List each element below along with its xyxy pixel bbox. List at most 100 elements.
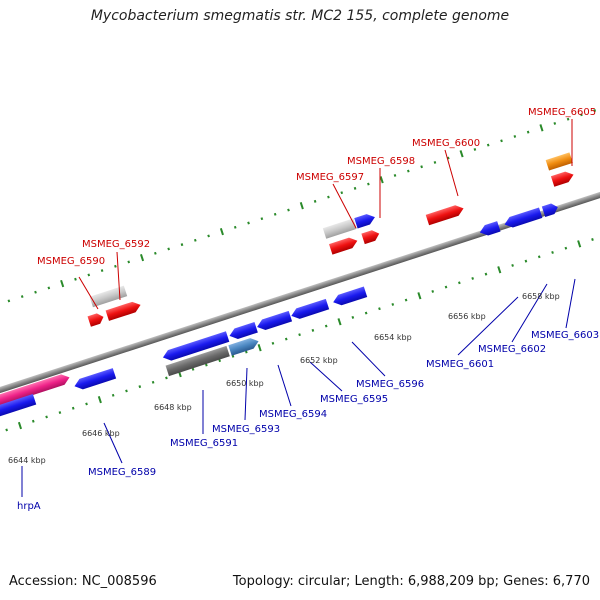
minor-tick [34,290,37,294]
minor-tick [7,299,11,303]
major-tick [417,292,422,300]
map-title: Mycobacterium smegmatis str. MC2 155, co… [90,8,510,24]
minor-tick [313,199,317,203]
gene-label: MSMEG_6598 [347,156,415,167]
minor-tick [446,156,450,160]
scale-label: 6648 kbp [154,403,192,412]
gene-block [89,285,128,308]
gene-label: MSMEG_6589 [88,467,156,478]
minor-tick [45,415,48,419]
gene-arrow [162,331,230,361]
minor-tick [553,122,557,125]
gene-feature [354,214,375,229]
gene-label: MSMEG_6600 [412,138,480,149]
gene-label: MSMEG_6597 [296,172,364,183]
minor-tick [85,402,88,406]
gene-block [165,345,230,377]
minor-tick [393,173,397,177]
gene-feature [0,394,37,424]
minor-tick [138,385,142,389]
genome-backbone [0,173,600,403]
gene-block [322,218,357,239]
minor-tick [551,251,554,254]
gene-label: MSMEG_6592 [82,239,150,250]
major-tick [97,395,102,404]
gene-arrow [228,338,259,356]
genome-stats-text: Topology: circular; Length: 6,988,209 bp… [232,574,590,589]
minor-tick [444,285,448,289]
gene-label: MSMEG_6601 [426,359,494,370]
label-layer: 6644 kbp 6646 kbp 6648 kbp 6650 kbp 6652 kbp… [8,107,599,512]
minor-tick [364,311,368,315]
gene-arrow [329,237,358,255]
minor-tick [420,165,423,169]
minor-tick [71,406,75,410]
gene-arrow [333,286,368,306]
minor-tick [471,276,474,280]
minor-tick [340,191,344,195]
gene-feature [257,310,293,331]
minor-tick [127,260,131,264]
gene-label: MSMEG_6603 [531,330,599,341]
gene-arrow [74,368,117,390]
major-tick [577,240,582,248]
gene-label: MSMEG_6593 [212,424,280,435]
minor-tick [205,363,208,367]
minor-tick [47,286,51,290]
minor-tick [244,350,248,354]
minor-tick [324,324,328,328]
minor-tick [311,328,315,332]
minor-tick [391,302,395,306]
minor-tick [407,169,410,173]
minor-tick [287,208,290,212]
gene-feature-layer [0,152,574,424]
gene-feature [89,285,128,308]
outer-tick-row [7,109,597,303]
minor-tick [500,139,503,143]
gene-feature [87,313,104,327]
minor-tick [218,359,222,363]
scale-label: 6644 kbp [8,456,46,465]
gene-feature [74,368,117,390]
gene-arrow [361,230,380,245]
gene-arrow [354,214,375,229]
gene-feature [333,286,368,306]
minor-tick [284,337,288,341]
minor-tick [165,376,168,380]
gene-arrow [0,394,37,424]
label-leader-line [309,361,343,392]
gene-arrow [229,322,258,339]
minor-tick [580,113,583,117]
label-leader-line [565,278,576,329]
gene-arrow [257,310,293,331]
minor-tick [31,419,35,423]
label-leader-line [244,367,248,421]
gene-feature [329,237,358,255]
label-leader-line [457,296,519,356]
minor-tick [100,269,104,273]
minor-tick [591,238,594,241]
minor-tick [511,264,514,267]
gene-label: MSMEG_6602 [478,344,546,355]
gene-feature [162,331,230,361]
gene-feature [361,230,380,245]
gene-feature [0,374,70,417]
gene-arrow [105,301,141,321]
minor-tick [167,247,170,251]
scale-label: 6654 kbp [374,333,412,342]
minor-tick [404,298,408,302]
minor-tick [5,428,8,432]
major-tick [17,421,23,430]
minor-tick [513,135,517,138]
minor-tick [191,367,195,371]
gene-feature [479,221,501,236]
gene-arrow [504,207,543,228]
scale-label: 6656 kbp [448,312,486,321]
accession-text: Accession: NC_008596 [9,574,157,589]
label-leader-line [78,276,99,310]
gene-arrow [425,205,464,226]
major-tick [539,124,544,132]
minor-tick [433,160,437,164]
minor-tick [151,380,155,384]
